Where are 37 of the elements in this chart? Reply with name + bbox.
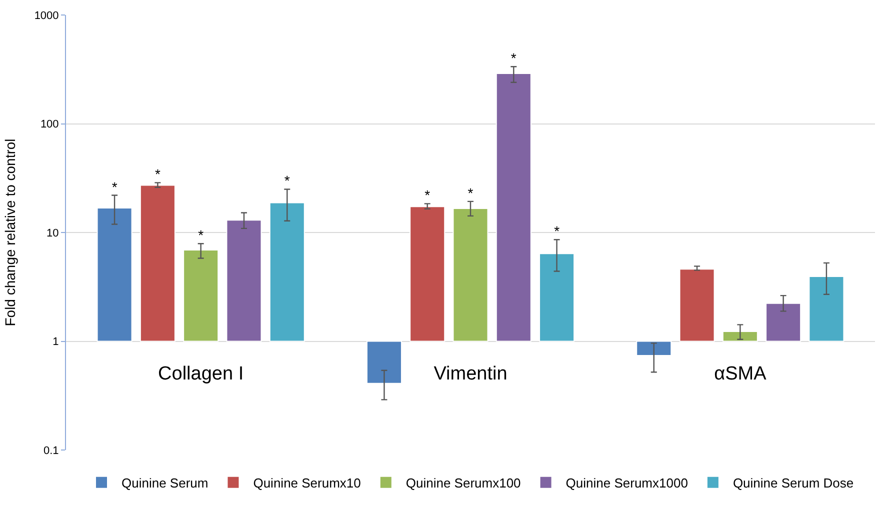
y-axis-title: Fold change relative to control — [2, 138, 18, 326]
x-tick-label: αSMA — [714, 363, 767, 384]
data-label: * — [424, 187, 431, 204]
y-tick-label: 0.1 — [44, 444, 59, 457]
data-label: * — [154, 166, 161, 182]
legend-label: Quinine Serumx10 — [253, 475, 361, 490]
bar — [96, 208, 132, 342]
data-label: * — [468, 184, 474, 201]
data-label: * — [510, 50, 517, 66]
data-label: * — [554, 223, 560, 240]
bar — [679, 268, 715, 342]
bar — [269, 202, 305, 342]
bar — [226, 220, 262, 342]
bar — [539, 253, 575, 342]
bar — [496, 72, 532, 342]
y-tick-label: 1000 — [34, 10, 59, 22]
y-tick-label: 100 — [40, 118, 59, 131]
y-tick-label: 1 — [52, 336, 59, 348]
legend-label: Quinine Serum — [122, 475, 208, 490]
x-tick-label: Vimentin — [434, 363, 508, 384]
y-tick-label: 10 — [46, 227, 59, 240]
x-tick-label: Collagen I — [158, 363, 244, 384]
bar — [766, 302, 802, 342]
legend-label: Quinine Serumx1000 — [566, 475, 688, 490]
data-label: * — [112, 178, 118, 195]
legend-label: Quinine Serum Dose — [732, 475, 854, 490]
data-label: * — [198, 227, 204, 244]
bar — [722, 330, 758, 342]
bar — [808, 276, 844, 342]
data-label: * — [284, 172, 290, 189]
bar — [140, 184, 176, 342]
legend-label: Quinine Serumx100 — [406, 475, 521, 490]
bar — [410, 206, 446, 342]
bar — [636, 340, 672, 356]
bar — [452, 208, 488, 342]
bar — [366, 340, 402, 384]
bar — [183, 250, 219, 342]
